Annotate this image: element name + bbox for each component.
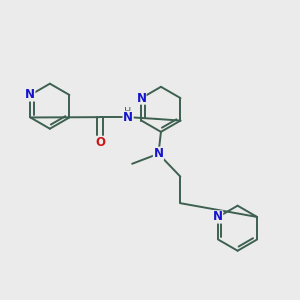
Text: H: H: [124, 107, 132, 117]
Text: N: N: [213, 211, 223, 224]
Text: O: O: [95, 136, 105, 149]
Text: N: N: [153, 147, 164, 160]
Text: N: N: [136, 92, 146, 105]
Text: N: N: [26, 88, 35, 101]
Text: N: N: [123, 111, 133, 124]
